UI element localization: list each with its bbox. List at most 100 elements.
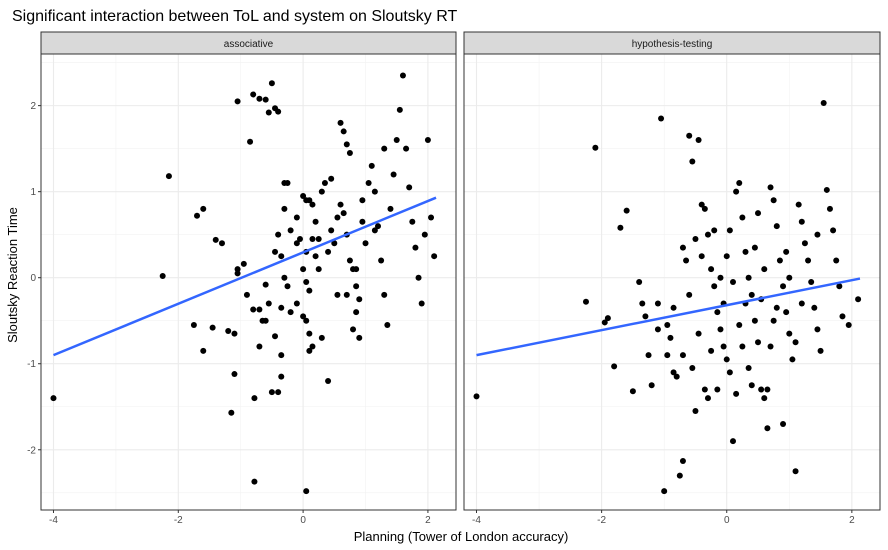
data-point: [424, 137, 431, 144]
y-tick-label: -1: [27, 359, 36, 370]
data-point: [805, 257, 812, 264]
data-point: [262, 317, 269, 324]
data-point: [234, 98, 241, 105]
y-tick-label: 0: [30, 273, 36, 284]
data-point: [278, 373, 285, 380]
data-point: [823, 186, 830, 193]
data-points: [50, 72, 438, 495]
data-point: [808, 279, 815, 285]
data-point: [303, 317, 310, 324]
data-point: [265, 109, 272, 116]
y-tick-label: 2: [30, 101, 36, 112]
data-point: [692, 408, 699, 415]
data-point: [789, 356, 796, 363]
data-point: [708, 347, 715, 354]
data-point: [701, 205, 708, 212]
x-tick-label: 0: [300, 515, 306, 526]
facet-label: hypothesis-testing: [632, 39, 713, 50]
regression-line: [476, 277, 861, 357]
data-point: [300, 266, 307, 273]
data-point: [250, 306, 257, 313]
data-point: [309, 235, 316, 242]
data-point: [293, 300, 300, 307]
data-point: [303, 279, 310, 285]
data-point: [695, 137, 702, 144]
data-point: [278, 352, 285, 359]
chart-title: Significant interaction between ToL and …: [12, 8, 458, 25]
data-point: [767, 343, 774, 350]
data-point: [343, 141, 350, 148]
data-point: [50, 395, 57, 402]
data-point: [284, 283, 291, 290]
data-point: [836, 283, 843, 290]
data-point: [786, 274, 793, 281]
data-point: [676, 472, 683, 479]
data-point: [629, 388, 636, 395]
data-point: [225, 328, 232, 335]
data-point: [272, 333, 279, 340]
data-point: [303, 488, 310, 495]
data-point: [748, 382, 755, 389]
data-point: [315, 235, 322, 242]
data-point: [601, 319, 608, 326]
data-point: [664, 322, 671, 329]
data-point: [658, 115, 665, 122]
data-point: [231, 371, 238, 378]
data-point: [839, 313, 846, 320]
data-point: [262, 96, 269, 103]
data-point: [582, 298, 589, 305]
data-point: [798, 218, 805, 225]
data-point: [325, 248, 332, 255]
data-point: [421, 231, 428, 238]
data-point: [654, 300, 661, 307]
panel-border: [463, 53, 881, 511]
data-point: [390, 171, 397, 178]
data-point: [353, 309, 360, 316]
data-point: [356, 296, 363, 303]
data-point: [723, 356, 730, 363]
data-point: [689, 158, 696, 165]
data-point: [287, 227, 294, 234]
data-point: [739, 343, 746, 350]
data-point: [698, 253, 705, 260]
data-point: [695, 330, 702, 337]
x-axis-title: Planning (Tower of London accuracy): [354, 529, 569, 544]
data-point: [670, 369, 677, 376]
regression-line: [53, 196, 437, 357]
data-point: [212, 236, 219, 243]
data-point: [704, 395, 711, 402]
data-point: [362, 240, 369, 247]
data-point: [353, 283, 360, 290]
panel-border: [40, 53, 457, 511]
data-point: [194, 212, 201, 219]
data-point: [723, 253, 730, 260]
data-point: [783, 309, 790, 316]
data-point: [218, 240, 225, 247]
data-point: [278, 253, 285, 260]
data-points: [473, 100, 862, 495]
data-point: [403, 145, 410, 152]
data-point: [717, 326, 724, 333]
data-point: [611, 363, 618, 370]
data-point: [381, 291, 388, 298]
data-point: [786, 330, 793, 337]
data-point: [337, 119, 344, 126]
data-point: [300, 192, 307, 199]
data-point: [670, 304, 677, 311]
data-point: [381, 145, 388, 152]
data-point: [200, 347, 207, 354]
data-point: [726, 369, 733, 376]
data-point: [318, 334, 325, 341]
data-point: [200, 205, 207, 212]
data-point: [798, 300, 805, 307]
data-point: [306, 197, 313, 204]
data-point: [770, 317, 777, 324]
data-point: [711, 283, 718, 290]
data-point: [374, 223, 381, 230]
data-point: [739, 214, 746, 221]
data-point: [343, 291, 350, 298]
data-point: [272, 248, 279, 255]
data-point: [359, 197, 366, 204]
data-point: [776, 257, 783, 264]
